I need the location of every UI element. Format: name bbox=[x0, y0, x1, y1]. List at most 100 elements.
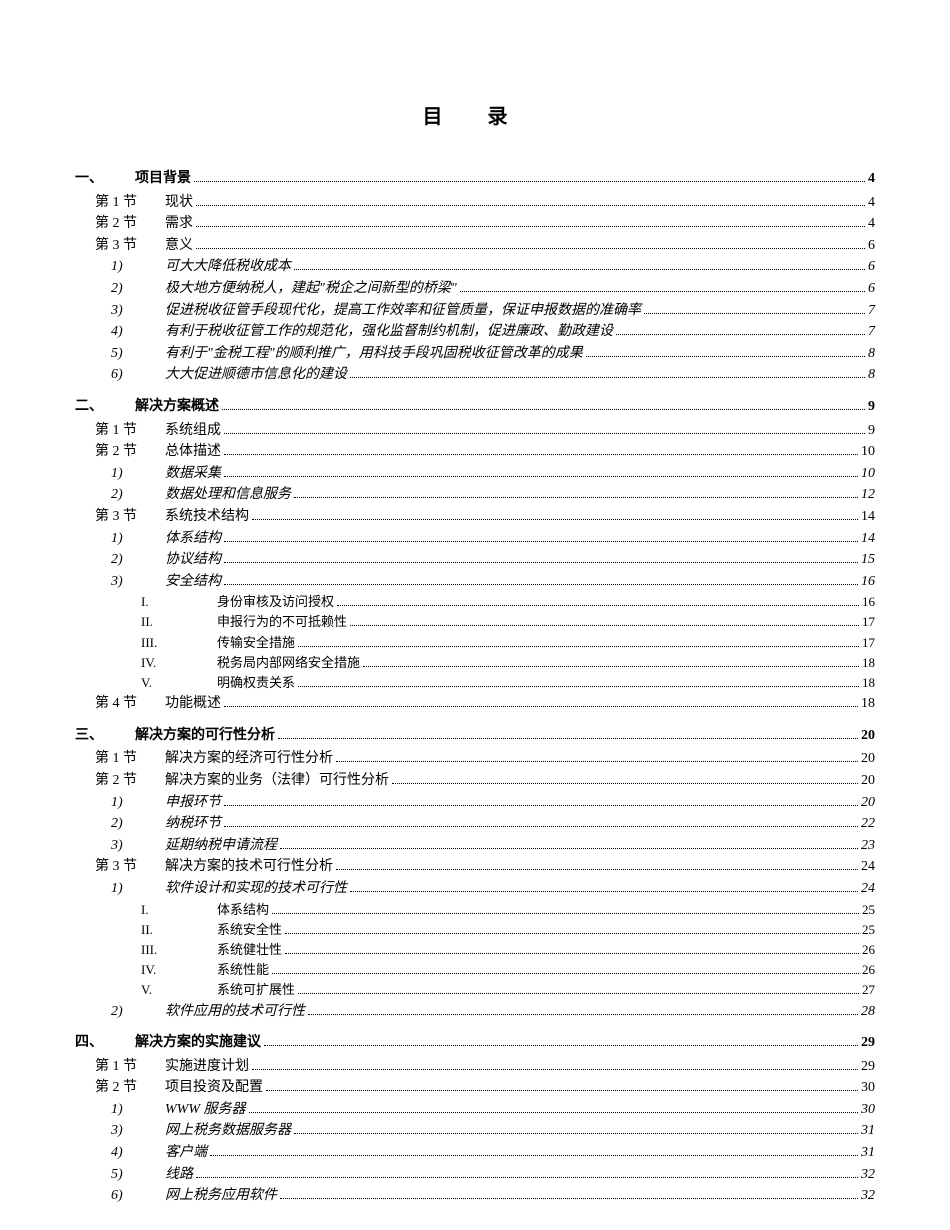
toc-entry-text: 解决方案的经济可行性分析 bbox=[165, 749, 333, 769]
toc-entry-text: 安全结构 bbox=[165, 572, 221, 592]
toc-entry-text: 网上税务应用软件 bbox=[165, 1186, 277, 1206]
toc-entry-text: 申报环节 bbox=[165, 793, 221, 813]
toc-entry-label: 4) bbox=[75, 1143, 165, 1163]
toc-entry-label: 第 2 节 bbox=[75, 214, 165, 234]
toc-entry-page: 6 bbox=[868, 279, 875, 299]
toc-entry: 1)WWW 服务器30 bbox=[75, 1100, 875, 1120]
toc-leader-dots bbox=[285, 944, 859, 954]
toc-entry-page: 14 bbox=[861, 507, 875, 527]
toc-leader-dots bbox=[252, 1059, 858, 1070]
toc-entry-page: 9 bbox=[868, 421, 875, 441]
toc-entry: 6)网上税务应用软件32 bbox=[75, 1186, 875, 1206]
toc-entry-page: 12 bbox=[861, 485, 875, 505]
toc-leader-dots bbox=[586, 346, 865, 357]
toc-leader-dots bbox=[224, 816, 858, 827]
toc-entry-label: 2) bbox=[75, 814, 165, 834]
toc-entry-page: 10 bbox=[861, 442, 875, 462]
toc-entry: 四、解决方案的实施建议29 bbox=[75, 1033, 875, 1053]
toc-entry: 第 1 节系统组成9 bbox=[75, 421, 875, 441]
toc-leader-dots bbox=[224, 552, 858, 563]
toc-entry-label: 第 1 节 bbox=[75, 421, 165, 441]
toc-entry-label: IV. bbox=[75, 961, 205, 979]
toc-entry-label: 第 3 节 bbox=[75, 857, 165, 877]
toc-leader-dots bbox=[363, 656, 859, 666]
toc-entry-text: 系统可扩展性 bbox=[205, 981, 295, 999]
toc-entry-label: I. bbox=[75, 901, 205, 919]
toc-entry-page: 24 bbox=[861, 879, 875, 899]
toc-entry-text: 促进税收征管手段现代化，提高工作效率和征管质量，保证申报数据的准确率 bbox=[165, 301, 641, 321]
toc-entry-label: 2) bbox=[75, 1002, 165, 1022]
toc-entry-text: 税务局内部网络安全措施 bbox=[205, 654, 360, 672]
toc-entry-label: 1) bbox=[75, 793, 165, 813]
toc-entry: 第 2 节需求4 bbox=[75, 214, 875, 234]
toc-entry-text: 传输安全措施 bbox=[205, 634, 295, 652]
toc-entry: III.系统健壮性26 bbox=[75, 941, 875, 959]
toc-entry: I.身份审核及访问授权16 bbox=[75, 593, 875, 611]
toc-entry-label: 3) bbox=[75, 836, 165, 856]
toc-entry-label: 5) bbox=[75, 1165, 165, 1185]
toc-entry-page: 4 bbox=[868, 169, 875, 189]
toc-leader-dots bbox=[460, 281, 865, 292]
toc-leader-dots bbox=[210, 1145, 858, 1156]
toc-entry: 4)客户端31 bbox=[75, 1143, 875, 1163]
toc-entry-label: IV. bbox=[75, 654, 205, 672]
toc-entry-label: 三、 bbox=[75, 726, 135, 746]
toc-entry: I.体系结构25 bbox=[75, 901, 875, 919]
toc-entry: 2)纳税环节22 bbox=[75, 814, 875, 834]
toc-entry-label: 1) bbox=[75, 257, 165, 277]
toc-leader-dots bbox=[224, 574, 858, 585]
toc-leader-dots bbox=[272, 964, 859, 974]
toc-entry-label: 第 2 节 bbox=[75, 442, 165, 462]
toc-entry: II.系统安全性25 bbox=[75, 921, 875, 939]
toc-leader-dots bbox=[196, 216, 865, 227]
toc-entry-page: 27 bbox=[862, 981, 875, 999]
toc-leader-dots bbox=[224, 422, 865, 433]
toc-entry: 4)有利于税收征管工作的规范化，强化监督制约机制，促进廉政、勤政建设7 bbox=[75, 322, 875, 342]
toc-entry-label: 二、 bbox=[75, 397, 135, 417]
toc-leader-dots bbox=[264, 1035, 858, 1046]
toc-entry-text: 解决方案概述 bbox=[135, 397, 219, 417]
toc-entry: 1)体系结构14 bbox=[75, 529, 875, 549]
toc-entry-page: 32 bbox=[861, 1186, 875, 1206]
toc-leader-dots bbox=[249, 1102, 859, 1113]
toc-entry-page: 10 bbox=[861, 464, 875, 484]
toc-entry: 第 1 节现状4 bbox=[75, 193, 875, 213]
toc-leader-dots bbox=[294, 487, 858, 498]
toc-entry-label: II. bbox=[75, 921, 205, 939]
toc-entry: II.申报行为的不可抵赖性17 bbox=[75, 613, 875, 631]
toc-entry: 2)数据处理和信息服务12 bbox=[75, 485, 875, 505]
toc-entry-label: 1) bbox=[75, 464, 165, 484]
toc-entry-text: 意义 bbox=[165, 236, 193, 256]
toc-entry-text: 申报行为的不可抵赖性 bbox=[205, 613, 347, 631]
toc-entry-text: 软件应用的技术可行性 bbox=[165, 1002, 305, 1022]
toc-leader-dots bbox=[194, 171, 865, 182]
toc-leader-dots bbox=[272, 903, 859, 913]
toc-entry-label: 3) bbox=[75, 572, 165, 592]
toc-entry: 3)安全结构16 bbox=[75, 572, 875, 592]
toc-entry-label: I. bbox=[75, 593, 205, 611]
toc-entry-text: 协议结构 bbox=[165, 550, 221, 570]
toc-leader-dots bbox=[298, 636, 859, 646]
toc-entry-text: 需求 bbox=[165, 214, 193, 234]
toc-entry-label: 第 2 节 bbox=[75, 771, 165, 791]
toc-entry-text: 解决方案的可行性分析 bbox=[135, 726, 275, 746]
toc-entry-page: 20 bbox=[861, 793, 875, 813]
toc-entry-text: 总体描述 bbox=[165, 442, 221, 462]
toc-entry: 5)线路32 bbox=[75, 1165, 875, 1185]
toc-entry: 第 2 节项目投资及配置30 bbox=[75, 1078, 875, 1098]
toc-entry-label: 第 4 节 bbox=[75, 694, 165, 714]
toc-entry-label: V. bbox=[75, 981, 205, 999]
toc-entry-text: 数据采集 bbox=[165, 464, 221, 484]
toc-entry-page: 20 bbox=[861, 726, 875, 746]
toc-entry-label: 4) bbox=[75, 322, 165, 342]
toc-entry-text: 网上税务数据服务器 bbox=[165, 1121, 291, 1141]
toc-entry-label: 第 3 节 bbox=[75, 507, 165, 527]
toc-entry-page: 29 bbox=[861, 1033, 875, 1053]
toc-entry-text: 可大大降低税收成本 bbox=[165, 257, 291, 277]
toc-entry: 2)软件应用的技术可行性28 bbox=[75, 1002, 875, 1022]
toc-leader-dots bbox=[285, 923, 859, 933]
toc-entry-text: WWW 服务器 bbox=[165, 1100, 246, 1120]
toc-entry-text: 系统安全性 bbox=[205, 921, 282, 939]
toc-leader-dots bbox=[350, 881, 858, 892]
toc-entry-page: 31 bbox=[861, 1121, 875, 1141]
